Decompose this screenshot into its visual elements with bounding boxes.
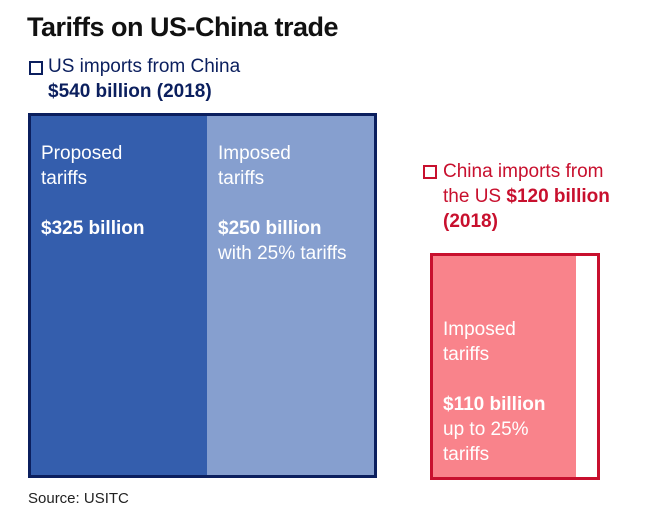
cn-legend-label: China imports from <box>443 161 604 182</box>
segment-label: Proposed <box>41 143 123 164</box>
segment-label: tariffs <box>218 168 265 189</box>
segment-note: with 25% tariffs <box>218 243 347 264</box>
cn-legend-label: the US <box>443 186 507 207</box>
segment-label: tariffs <box>443 344 490 365</box>
segment-value: $250 billion <box>218 218 322 239</box>
us-legend-label: US imports from China <box>48 56 241 77</box>
segment-value: $325 billion <box>41 218 145 239</box>
segment-label: Imposed <box>443 319 516 340</box>
cn-legend-total: $120 billion <box>506 186 610 207</box>
us-imports-box: Proposed tariffs $325 billion Imposed ta… <box>28 113 377 478</box>
segment-label: tariffs <box>41 168 88 189</box>
us-proposed-text: Proposed tariffs $325 billion <box>41 141 144 241</box>
us-imposed-block: Imposed tariffs $250 billion with 25% ta… <box>207 116 374 475</box>
us-legend-total: $540 billion (2018) <box>48 81 212 102</box>
segment-note: up to 25% <box>443 419 529 440</box>
cn-legend-swatch <box>423 165 437 179</box>
segment-label: Imposed <box>218 143 291 164</box>
chart-title: Tariffs on US-China trade <box>27 12 339 42</box>
cn-legend: China imports from the US $120 billion (… <box>443 159 610 234</box>
cn-imports-box: Imposed tariffs $110 billion up to 25% t… <box>430 253 600 480</box>
segment-note: tariffs <box>443 444 490 465</box>
cn-imposed-text: Imposed tariffs $110 billion up to 25% t… <box>443 317 545 467</box>
source-note: Source: USITC <box>28 490 129 507</box>
us-imposed-text: Imposed tariffs $250 billion with 25% ta… <box>218 141 346 266</box>
us-legend-swatch <box>29 61 43 75</box>
cn-legend-year: (2018) <box>443 211 498 232</box>
cn-imposed-block: Imposed tariffs $110 billion up to 25% t… <box>433 256 576 477</box>
segment-value: $110 billion <box>443 394 546 415</box>
us-proposed-block: Proposed tariffs $325 billion <box>31 116 207 475</box>
us-legend: US imports from China $540 billion (2018… <box>48 54 240 104</box>
